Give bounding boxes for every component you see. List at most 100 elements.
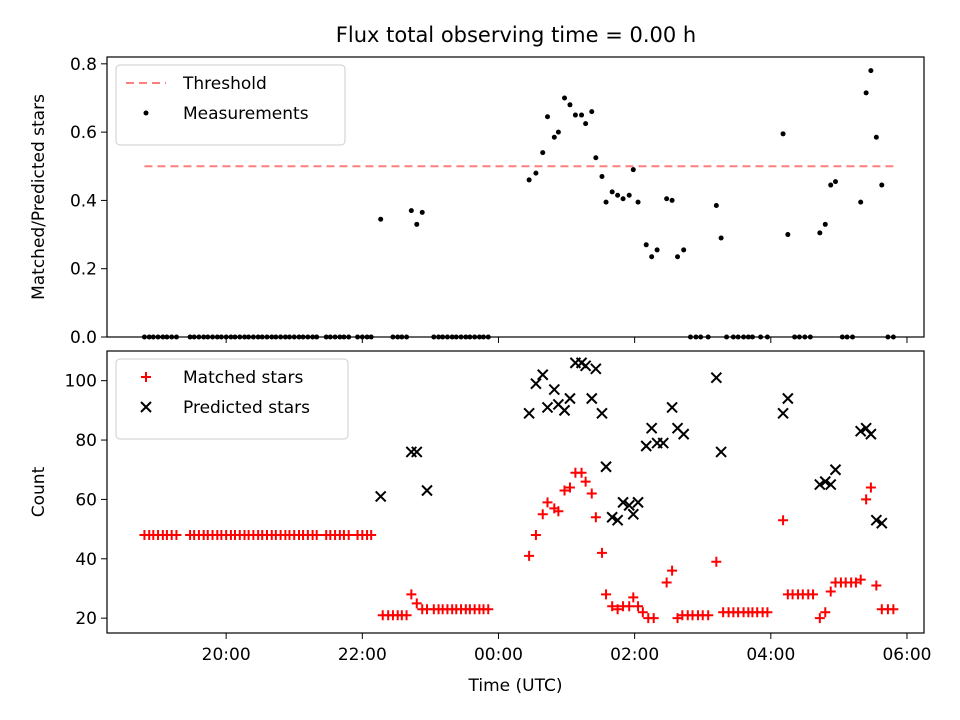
matched-stars-point bbox=[580, 476, 591, 487]
measurement-point bbox=[858, 199, 864, 205]
predicted-stars-point bbox=[854, 425, 867, 437]
predicted-stars-point bbox=[374, 490, 387, 503]
measurement-point bbox=[472, 334, 478, 340]
measurement-point bbox=[664, 196, 670, 202]
measurement-point bbox=[698, 334, 704, 340]
measurement-point bbox=[839, 334, 845, 340]
measurement-point bbox=[269, 334, 275, 340]
measurement-point bbox=[654, 247, 660, 253]
matched-stars-point bbox=[871, 580, 882, 591]
predicted-stars-point bbox=[548, 383, 561, 396]
measurement-point bbox=[603, 199, 609, 205]
predicted-stars-point bbox=[657, 437, 669, 449]
measurement-point bbox=[572, 112, 578, 118]
measurement-point bbox=[555, 129, 561, 135]
measurement-point bbox=[579, 112, 585, 118]
measurement-point bbox=[850, 334, 856, 340]
measurement-point bbox=[160, 334, 166, 340]
measurement-point bbox=[562, 95, 568, 101]
predicted-stars-point bbox=[825, 478, 837, 491]
matched-stars-point bbox=[590, 512, 601, 523]
matched-stars-point bbox=[366, 530, 377, 541]
measurement-point bbox=[649, 254, 655, 260]
measurement-point bbox=[792, 334, 798, 340]
matched-stars-point bbox=[537, 509, 548, 520]
measurement-point bbox=[378, 216, 384, 222]
measurement-point bbox=[300, 334, 306, 340]
predicted-stars-point bbox=[645, 422, 658, 434]
measurement-point bbox=[458, 334, 464, 340]
measurement-point bbox=[214, 334, 220, 340]
measurement-point bbox=[237, 334, 243, 340]
matched-stars-point bbox=[343, 530, 354, 541]
measurement-point bbox=[785, 232, 791, 238]
predicted-stars-point bbox=[710, 372, 723, 384]
matched-stars-point bbox=[855, 574, 866, 585]
measurement-point bbox=[551, 134, 557, 140]
measurement-point bbox=[828, 182, 834, 188]
measurement-point bbox=[885, 334, 891, 340]
measurement-point bbox=[796, 334, 802, 340]
measurement-point bbox=[364, 334, 370, 340]
top-y-tick-label: 0.6 bbox=[70, 123, 97, 143]
predicted-stars-point bbox=[530, 377, 542, 390]
bottom-x-tick-label: 20:00 bbox=[202, 645, 251, 665]
matched-stars-point bbox=[524, 550, 535, 561]
measurement-point bbox=[141, 334, 147, 340]
measurement-point bbox=[368, 334, 374, 340]
measurement-point bbox=[390, 334, 396, 340]
matched-stars-point bbox=[825, 586, 836, 597]
measurement-point bbox=[832, 179, 838, 185]
measurement-point bbox=[615, 192, 621, 198]
matched-stars-point bbox=[596, 547, 607, 558]
matched-stars-point bbox=[865, 482, 876, 493]
measurement-point bbox=[453, 334, 459, 340]
measurement-point bbox=[218, 334, 224, 340]
measurement-point bbox=[620, 196, 626, 202]
top-y-tick-label: 0.4 bbox=[70, 191, 97, 211]
bottom-x-axis-label: Time (UTC) bbox=[468, 676, 563, 696]
bottom-series-predicted-stars bbox=[374, 357, 888, 529]
measurement-point bbox=[449, 334, 455, 340]
measurement-point bbox=[669, 197, 675, 203]
predicted-stars-point bbox=[829, 464, 842, 476]
measurement-point bbox=[868, 68, 874, 74]
measurement-point bbox=[476, 334, 482, 340]
predicted-stars-point bbox=[579, 360, 592, 372]
figure-title: Flux total observing time = 0.00 h bbox=[336, 23, 696, 47]
legend-label: Threshold bbox=[182, 74, 267, 94]
matched-stars-point bbox=[171, 530, 182, 541]
top-panel-matched-predicted-ratio: 0.0 0.2 0.4 0.6 0.8 Matched/Predicted stars Th… bbox=[29, 55, 925, 348]
bottom-x-tick-label: 02:00 bbox=[610, 645, 659, 665]
measurement-point bbox=[337, 334, 343, 340]
measurement-point bbox=[758, 334, 764, 340]
measurement-point bbox=[675, 254, 681, 260]
predicted-stars-point bbox=[870, 514, 883, 526]
measurement-point bbox=[173, 334, 179, 340]
measurement-point bbox=[255, 334, 261, 340]
bottom-y-tick-label: 60 bbox=[75, 490, 97, 510]
measurement-point bbox=[359, 334, 365, 340]
predicted-stars-point bbox=[523, 407, 535, 420]
predicted-stars-point bbox=[611, 514, 624, 526]
measurement-point bbox=[395, 334, 401, 340]
measurement-point bbox=[879, 182, 885, 188]
measurement-point bbox=[822, 221, 828, 227]
measurement-point bbox=[873, 134, 879, 140]
measurement-point bbox=[191, 334, 197, 340]
measurement-point bbox=[599, 174, 605, 180]
measurement-point bbox=[630, 167, 636, 173]
measurement-point bbox=[593, 155, 599, 161]
predicted-stars-point bbox=[590, 363, 602, 375]
matched-stars-point bbox=[762, 607, 773, 618]
measurement-point bbox=[718, 235, 724, 241]
predicted-stars-point bbox=[640, 440, 652, 452]
measurement-point bbox=[419, 209, 425, 215]
measurement-point bbox=[273, 334, 279, 340]
measurement-point bbox=[583, 121, 589, 127]
top-y-tick-label: 0.2 bbox=[70, 260, 97, 280]
bottom-legend: Matched stars Predicted stars bbox=[115, 358, 349, 440]
matched-stars-point bbox=[576, 467, 587, 478]
measurement-point bbox=[278, 334, 284, 340]
